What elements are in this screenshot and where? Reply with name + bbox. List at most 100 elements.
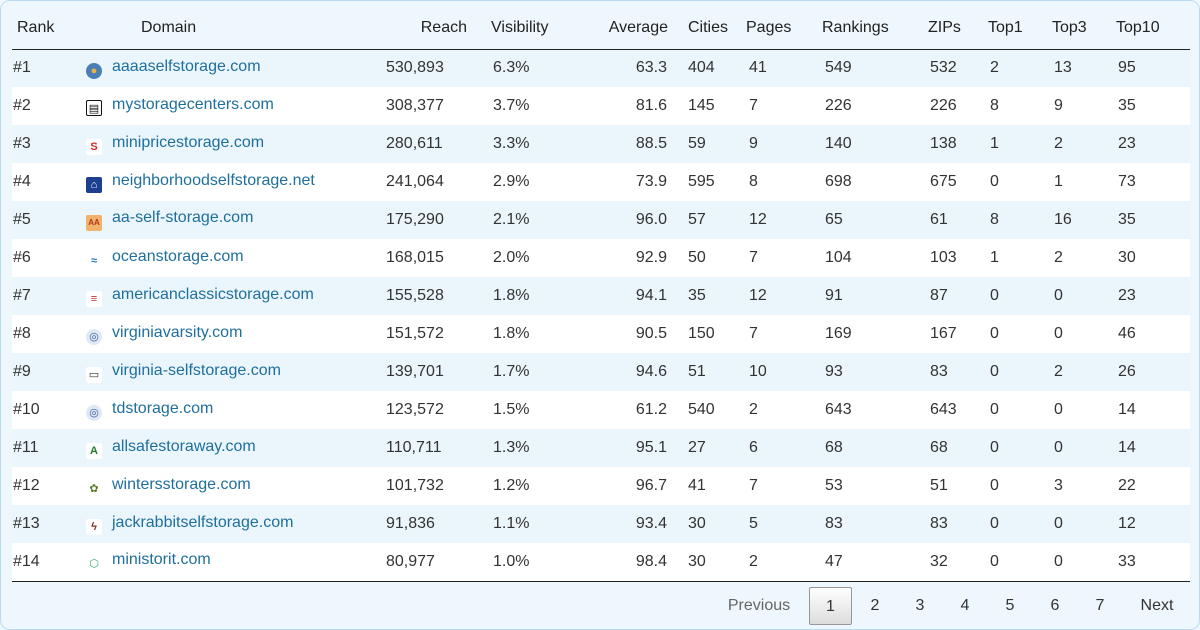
domain-link[interactable]: virginia-selfstorage.com <box>112 361 281 379</box>
cell-cities: 30 <box>671 505 739 543</box>
cell-reach: 241,064 <box>386 163 489 201</box>
aaaa-logo-icon: ● <box>86 62 102 79</box>
pagination-page-6[interactable]: 6 <box>1050 597 1060 614</box>
cell-cities: 404 <box>671 49 739 87</box>
domain-link[interactable]: jackrabbitselfstorage.com <box>112 513 294 531</box>
cell-top3: 0 <box>1049 505 1113 543</box>
cell-pages: 12 <box>739 277 814 315</box>
domain-link[interactable]: allsafestoraway.com <box>112 437 256 455</box>
domain-link[interactable]: minipricestorage.com <box>112 133 265 151</box>
cell-pages: 7 <box>739 239 814 277</box>
cell-reach: 280,611 <box>386 125 489 163</box>
column-header-rank[interactable]: Rank <box>12 8 84 50</box>
house-icon: ⌂ <box>86 176 102 193</box>
cell-domain: ϟ jackrabbitselfstorage.com <box>84 505 386 543</box>
table-row: #1 ● aaaaselfstorage.com 530,893 6.3% 63.3 404… <box>12 49 1190 87</box>
cell-top3: 2 <box>1049 353 1113 391</box>
pagination-page-2[interactable]: 2 <box>870 597 880 614</box>
cell-rankings: 169 <box>814 315 920 353</box>
domain-link[interactable]: mystoragecenters.com <box>112 96 274 113</box>
cell-rank: #11 <box>12 429 84 467</box>
cell-visibility: 3.7% <box>489 87 581 125</box>
column-header-domain[interactable]: Domain <box>84 8 386 50</box>
domain-link[interactable]: oceanstorage.com <box>112 247 244 265</box>
cell-top3: 1 <box>1049 163 1113 201</box>
cell-visibility: 1.7% <box>489 353 581 391</box>
cell-top3: 2 <box>1049 125 1113 163</box>
cell-top10: 30 <box>1113 239 1190 277</box>
column-header-top1[interactable]: Top1 <box>985 8 1049 50</box>
pagination-page-1[interactable]: 1 <box>809 587 852 625</box>
cell-rank: #6 <box>12 239 84 277</box>
cell-average: 88.5 <box>581 125 671 163</box>
domain-link[interactable]: wintersstorage.com <box>112 475 251 493</box>
cell-cities: 57 <box>671 201 739 239</box>
cell-domain: ◎ tdstorage.com <box>84 391 386 429</box>
cell-average: 61.2 <box>581 391 671 429</box>
cell-rank: #2 <box>12 87 84 125</box>
domain-link[interactable]: americanclassicstorage.com <box>112 285 314 303</box>
pagination-page-4[interactable]: 4 <box>960 597 970 614</box>
domain-link[interactable]: aa-self-storage.com <box>112 209 254 226</box>
cell-reach: 151,572 <box>386 315 489 353</box>
cell-domain: ⬡ ministorit.com <box>84 543 386 582</box>
cell-domain: ≡ americanclassicstorage.com <box>84 277 386 315</box>
cell-top1: 0 <box>985 467 1049 505</box>
pagination-previous-button[interactable]: Previous <box>727 597 791 614</box>
cell-zips: 167 <box>920 315 985 353</box>
cell-top10: 33 <box>1113 543 1190 582</box>
column-header-rankings[interactable]: Rankings <box>814 8 920 50</box>
cell-top1: 0 <box>985 429 1049 467</box>
cell-cities: 595 <box>671 163 739 201</box>
cell-top3: 9 <box>1049 87 1113 125</box>
pagination-page-5[interactable]: 5 <box>1005 597 1015 614</box>
cell-average: 94.1 <box>581 277 671 315</box>
column-header-reach[interactable]: Reach <box>386 8 489 50</box>
table-body: #1 ● aaaaselfstorage.com 530,893 6.3% 63.3 404… <box>12 49 1190 582</box>
cell-average: 63.3 <box>581 49 671 87</box>
cell-top3: 0 <box>1049 543 1113 582</box>
table-row: #4 ⌂ neighborhoodselfstorage.net 241,064 2.9… <box>12 163 1190 201</box>
cell-zips: 87 <box>920 277 985 315</box>
cell-zips: 32 <box>920 543 985 582</box>
cell-rank: #1 <box>12 49 84 87</box>
domain-link[interactable]: aaaaselfstorage.com <box>112 57 261 75</box>
cell-visibility: 2.0% <box>489 239 581 277</box>
cell-top3: 3 <box>1049 467 1113 505</box>
table-row: #2 ▤ mystoragecenters.com 308,377 3.7% 81.6 14… <box>12 87 1190 125</box>
table-row: #8 ◎ virginiavarsity.com 151,572 1.8% 90.5 150… <box>12 315 1190 353</box>
leaf-icon: ✿ <box>86 480 102 497</box>
cell-pages: 5 <box>739 505 814 543</box>
cell-rank: #9 <box>12 353 84 391</box>
pagination-next-button[interactable]: Next <box>1140 597 1174 614</box>
cell-rankings: 68 <box>814 429 920 467</box>
table-row: #13 ϟ jackrabbitselfstorage.com 91,836 1.1% 9… <box>12 505 1190 543</box>
column-header-zips[interactable]: ZIPs <box>920 8 985 50</box>
domain-link[interactable]: virginiavarsity.com <box>112 323 243 341</box>
domain-link[interactable]: tdstorage.com <box>112 399 214 417</box>
cell-pages: 10 <box>739 353 814 391</box>
pagination-page-7[interactable]: 7 <box>1095 597 1105 614</box>
cell-top10: 14 <box>1113 429 1190 467</box>
cell-domain: ≈ oceanstorage.com <box>84 239 386 277</box>
cell-pages: 41 <box>739 49 814 87</box>
pagination-page-3[interactable]: 3 <box>915 597 925 614</box>
column-header-top3[interactable]: Top3 <box>1049 8 1113 50</box>
domain-link[interactable]: ministorit.com <box>112 551 211 569</box>
cell-top1: 0 <box>985 163 1049 201</box>
cell-rankings: 53 <box>814 467 920 505</box>
cell-top10: 46 <box>1113 315 1190 353</box>
cell-visibility: 2.9% <box>489 163 581 201</box>
cell-zips: 643 <box>920 391 985 429</box>
cell-pages: 7 <box>739 315 814 353</box>
cell-reach: 530,893 <box>386 49 489 87</box>
column-header-pages[interactable]: Pages <box>739 8 814 50</box>
column-header-top10[interactable]: Top10 <box>1113 8 1190 50</box>
column-header-cities[interactable]: Cities <box>671 8 739 50</box>
domain-link[interactable]: neighborhoodselfstorage.net <box>112 171 315 189</box>
cell-rankings: 643 <box>814 391 920 429</box>
column-header-average[interactable]: Average <box>581 8 671 50</box>
column-header-visibility[interactable]: Visibility <box>489 8 581 50</box>
cell-average: 96.7 <box>581 467 671 505</box>
